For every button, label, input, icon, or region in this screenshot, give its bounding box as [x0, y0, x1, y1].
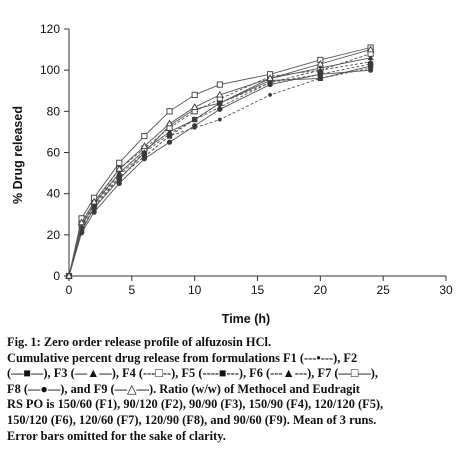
y-axis-label: % Drug released [11, 106, 25, 204]
series-f9-point [165, 119, 174, 127]
x-tick-label: 5 [128, 283, 135, 297]
series-f9-point [266, 74, 274, 82]
series-f6-point [166, 130, 173, 137]
series-f6-point [116, 171, 123, 178]
series-f8-point [192, 123, 198, 129]
series-f9-point [77, 218, 86, 226]
series-f6-point [191, 116, 198, 122]
series-f9-point [115, 164, 124, 172]
x-tick-label: 15 [251, 283, 265, 297]
series-f7-point [191, 91, 198, 98]
series-f8-point [141, 156, 147, 162]
y-tick-label: 0 [53, 269, 60, 283]
series-f8-point [91, 209, 97, 215]
series-f9 [65, 45, 375, 279]
caption-line: F8 (—●—), and F9 (—△—). Ratio (w/w) of M… [7, 381, 360, 396]
series-f1-point [217, 117, 222, 122]
x-tick-label: 20 [314, 283, 328, 297]
series-f8-point [166, 139, 173, 145]
series-f3-point [367, 54, 374, 61]
series-f8-point [317, 71, 323, 77]
y-tick-label: 80 [47, 104, 61, 118]
series-f7-point [116, 159, 123, 166]
figure-caption: Fig. 1: Zero order release profile of al… [7, 335, 469, 444]
x-tick-label: 25 [376, 283, 390, 297]
series-f7 [65, 44, 374, 280]
series-f9-point [140, 142, 149, 149]
caption-line: 150/120 (F6), 120/60 (F7), 120/90 (F8), … [7, 412, 377, 427]
series-f1-point [268, 92, 272, 97]
series-f8-point [267, 81, 273, 88]
series-f3-line [68, 57, 371, 277]
series-f6-point [317, 66, 324, 73]
caption-line: Cumulative percent drug release from for… [7, 350, 358, 365]
series-f6-point [141, 149, 148, 155]
series-f9-point [216, 90, 224, 98]
caption-line: RS PO is 150/60 (F1), 90/120 (F2), 90/90… [7, 397, 384, 412]
x-tick-label: 10 [188, 283, 202, 297]
axes: 0 20 40 60 80 100 120 0 5 10 15 20 25 30 [40, 22, 453, 297]
series-f8-point [368, 67, 374, 73]
series-f7-point [216, 81, 223, 88]
y-tick-label: 60 [47, 146, 61, 160]
release-profile-chart: 0 20 40 60 80 100 120 0 5 10 15 20 25 30 % Drug relea… [11, 22, 453, 326]
series-layer [65, 44, 375, 280]
series-f6-point [367, 58, 374, 65]
series-f2-point [317, 75, 323, 81]
series-f8-point [116, 180, 122, 186]
y-tick-label: 20 [47, 228, 61, 242]
y-tick-label: 100 [40, 63, 60, 77]
y-tick-label: 120 [40, 22, 60, 36]
caption-line: (—■—), F3 (—▲—), F4 (---□--), F5 (----■-… [7, 366, 378, 381]
series-f3 [66, 54, 374, 279]
series-f8-point [78, 230, 85, 236]
y-tick-label: 40 [47, 187, 61, 201]
series-f9-point [366, 45, 375, 53]
caption-line: Fig. 1: Zero order release profile of al… [7, 335, 272, 349]
caption-line: Error bars omitted for the sake of clari… [7, 428, 226, 443]
x-tick-label: 30 [439, 283, 453, 297]
x-axis-label: Time (h) [222, 312, 270, 326]
series-f7-point [166, 108, 173, 115]
series-f9-point [316, 59, 325, 67]
series-f9-point [65, 271, 73, 279]
series-f9-point [90, 197, 98, 205]
series-f8-point [217, 106, 223, 112]
series-f9-point [190, 103, 199, 110]
series-f5-point [217, 100, 223, 106]
series-f7-point [141, 132, 148, 140]
x-tick-label: 0 [66, 283, 73, 297]
